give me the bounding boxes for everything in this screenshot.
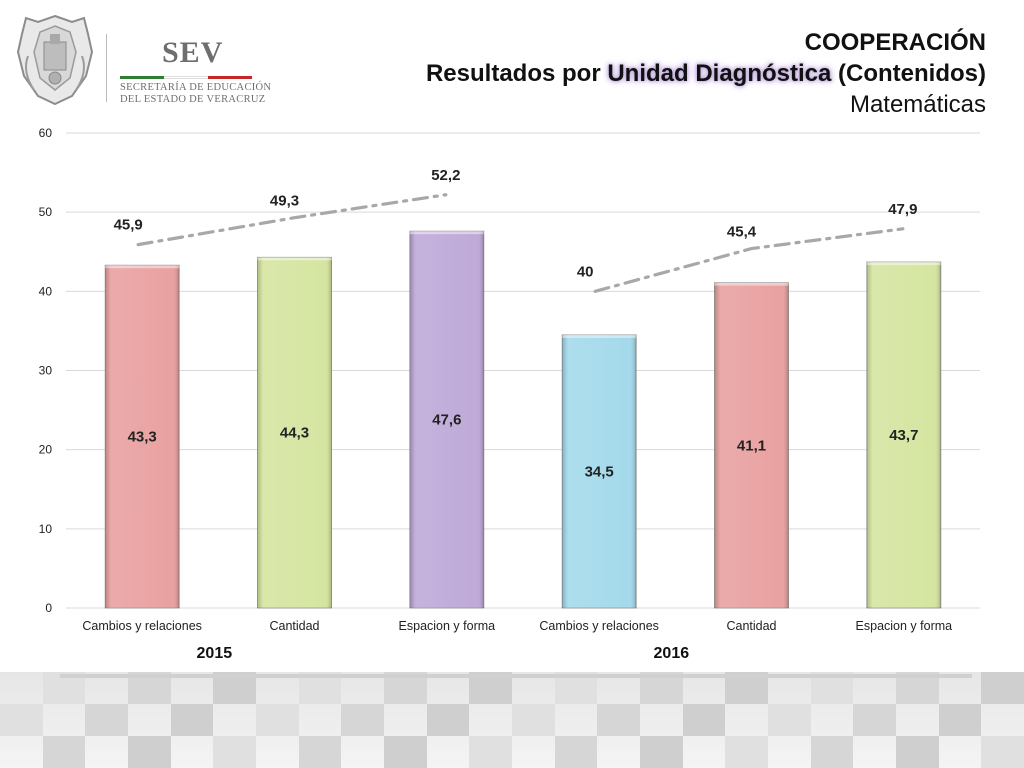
footer-tile <box>981 736 1024 768</box>
footer-tile <box>981 672 1024 704</box>
footer-tile <box>85 704 128 736</box>
footer-tile <box>853 704 896 736</box>
footer-tile <box>512 704 555 736</box>
title-line2-suffix: (Contenidos) <box>831 60 986 87</box>
bar-value-label: 44,3 <box>280 425 309 442</box>
footer-tile <box>554 736 598 768</box>
bar-value-label: 43,3 <box>128 429 157 446</box>
footer-tile <box>213 736 256 768</box>
footer-tile <box>597 704 640 736</box>
bar-top-highlight <box>257 257 332 261</box>
footer-tile <box>725 736 768 768</box>
chart-frame-bottom <box>60 674 972 678</box>
footer-tile <box>341 704 384 736</box>
overlay-point-label: 45,4 <box>727 224 757 241</box>
title-line2-highlight: Unidad Diagnóstica <box>607 60 832 87</box>
y-tick-label: 20 <box>39 443 53 457</box>
bar-top-highlight <box>714 282 789 286</box>
footer-tile <box>896 736 939 768</box>
stripe-red <box>208 76 252 79</box>
y-tick-label: 40 <box>39 284 53 298</box>
slide-title: COOPERACIÓN Resultados por Unidad Diagnó… <box>426 28 986 121</box>
footer-tile <box>128 736 171 768</box>
bars <box>104 230 942 609</box>
sev-logo: SEV SECRETARÍA DE EDUCACIÓN DEL ESTADO D… <box>14 12 271 108</box>
bar-value-label: 34,5 <box>585 463 614 480</box>
bar-top-highlight <box>866 262 941 266</box>
bar-top-highlight <box>105 265 180 269</box>
y-tick-label: 0 <box>45 601 52 615</box>
group-label: 2016 <box>654 645 690 662</box>
bar-shading <box>409 231 484 608</box>
bar-value-label: 47,6 <box>432 412 461 429</box>
x-tick-label: Cantidad <box>726 619 776 633</box>
x-tick-label: Cambios y relaciones <box>539 619 659 633</box>
footer-tile <box>0 704 43 736</box>
title-line1: COOPERACIÓN <box>804 29 986 56</box>
grid-lines <box>66 132 980 609</box>
footer-tile <box>256 704 299 736</box>
bar-top-highlight <box>562 334 637 338</box>
y-tick-label: 10 <box>39 522 53 536</box>
footer-tile <box>42 736 86 768</box>
x-tick-label: Espacion y forma <box>856 619 953 633</box>
footer-tile <box>469 736 512 768</box>
footer-tile <box>768 704 811 736</box>
veracruz-seal-icon <box>16 14 94 106</box>
x-tick-label: Cantidad <box>269 619 319 633</box>
footer-tile <box>640 736 683 768</box>
overlay-point-label: 45,9 <box>114 217 143 234</box>
bar-top-highlight <box>409 231 484 235</box>
stripe-green <box>120 76 164 79</box>
logo-subtitle: SECRETARÍA DE EDUCACIÓN DEL ESTADO DE VE… <box>120 82 271 106</box>
overlay-trend-line <box>593 227 905 293</box>
logo-subtitle-line1: SECRETARÍA DE EDUCACIÓN <box>120 82 272 93</box>
title-line2: Resultados por Unidad Diagnóstica (Conte… <box>426 58 986 89</box>
overlay-point-label: 47,9 <box>888 201 917 218</box>
y-tick-label: 30 <box>39 364 53 378</box>
y-tick-label: 50 <box>39 205 53 219</box>
x-tick-label: Cambios y relaciones <box>82 619 202 633</box>
footer-tile <box>426 704 470 736</box>
bar-shading <box>257 257 332 608</box>
logo-tricolor-stripe <box>120 76 252 79</box>
overlay-point-label: 40 <box>577 263 594 280</box>
group-label: 2015 <box>197 645 233 662</box>
logo-sev-text: SEV <box>162 36 224 69</box>
bar-value-label: 41,1 <box>737 437 766 454</box>
footer-tile <box>810 736 854 768</box>
labels: 0 10 20 30 40 50 60 43,3 Cambios y relaciones 44,… <box>39 126 953 662</box>
bar-value-label: 43,7 <box>889 427 918 444</box>
bar-chart: 0 10 20 30 40 50 60 43,3 Cambios y relaciones 44,… <box>39 126 980 662</box>
footer-tile <box>384 736 427 768</box>
bar-shading <box>714 282 789 608</box>
footer-tile <box>170 704 214 736</box>
logo-subtitle-line2: DEL ESTADO DE VERACRUZ <box>120 94 266 105</box>
overlay-point-label: 49,3 <box>270 193 299 210</box>
logo-separator <box>106 34 107 102</box>
bar-shading <box>562 334 637 608</box>
footer-pattern <box>0 672 1024 768</box>
footer-tile <box>938 704 982 736</box>
overlay-point-label: 52,2 <box>431 167 460 184</box>
footer-tile <box>298 736 342 768</box>
overlay-lines <box>136 193 905 293</box>
y-tick-label: 60 <box>39 126 53 140</box>
x-tick-label: Espacion y forma <box>399 619 496 633</box>
bar-shading <box>105 265 180 608</box>
title-line2-prefix: Resultados por <box>425 60 608 87</box>
bar-shading <box>866 262 941 608</box>
title-line3: Matemáticas <box>849 91 986 118</box>
footer-tile <box>682 704 726 736</box>
overlay-trend-line <box>136 193 448 247</box>
stripe-white <box>164 76 208 79</box>
